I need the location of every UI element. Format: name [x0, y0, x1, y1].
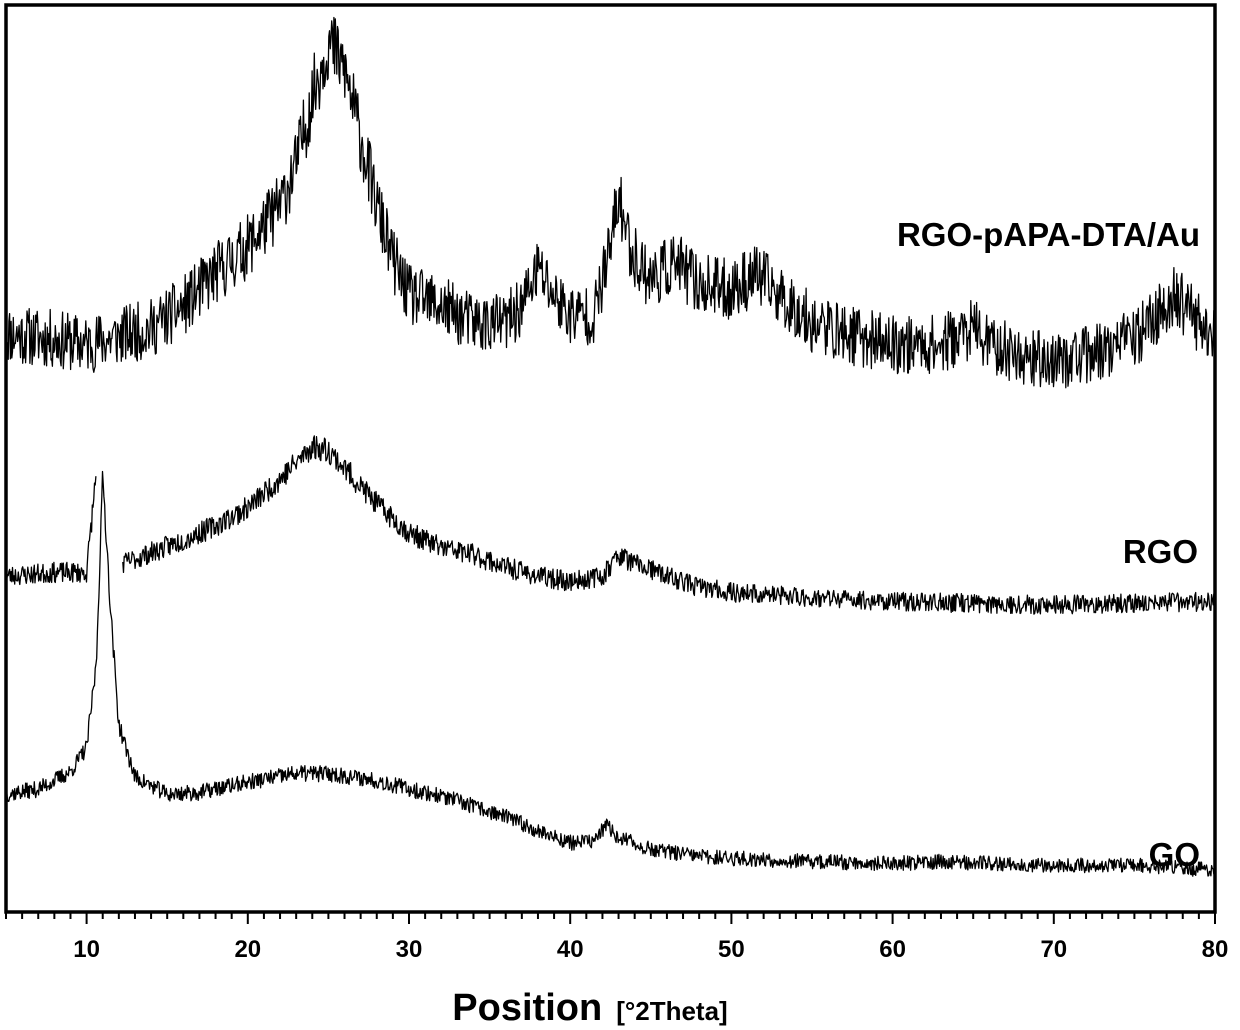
series-line-rgo-papa-dta-au [5, 16, 1216, 389]
series-label-go: GO [1149, 836, 1200, 873]
series-line-rgo [5, 435, 1216, 615]
x-tick-label: 50 [718, 936, 745, 963]
series-label-rgo: RGO [1123, 533, 1198, 570]
x-tick-label: 70 [1040, 936, 1067, 963]
series-line-go [5, 470, 1216, 877]
x-tick-label: 60 [879, 936, 906, 963]
series-label-rgo-papa-dta-au: RGO-pAPA-DTA/Au [897, 216, 1200, 253]
x-tick-label: 80 [1202, 936, 1229, 963]
x-tick-label: 30 [396, 936, 423, 963]
series-group [5, 16, 1216, 877]
x-tick-label: 40 [557, 936, 584, 963]
x-tick-label: 10 [73, 936, 100, 963]
x-tick-label: 20 [234, 936, 261, 963]
plot-frame [4, 3, 1217, 914]
x-axis-ticks: 10 20 30 40 50 60 70 80 [5, 912, 1229, 963]
x-axis-label-main: Position [452, 987, 602, 1029]
x-axis-label-unit: [°2Theta] [616, 996, 728, 1026]
x-axis-label: Position [°2Theta] [452, 987, 727, 1029]
